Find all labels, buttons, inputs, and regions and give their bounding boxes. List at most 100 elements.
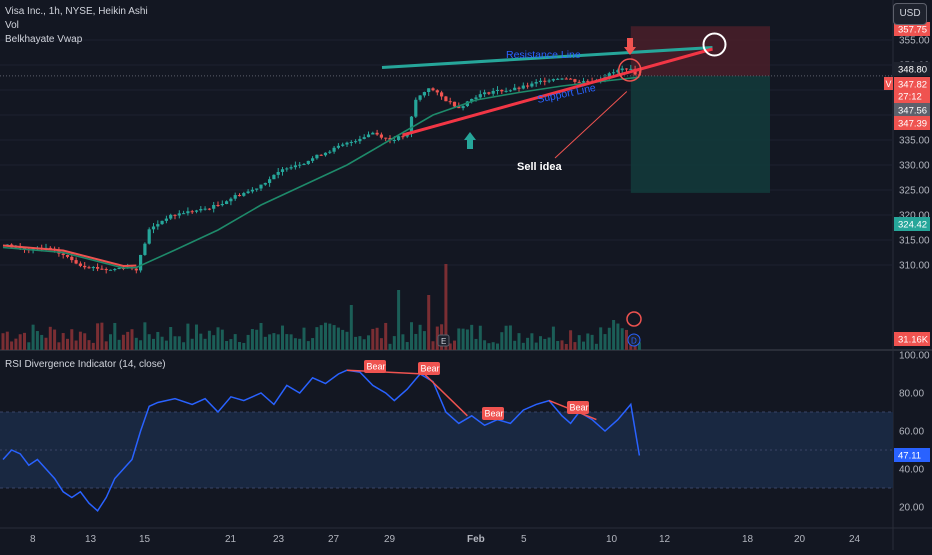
price-tick-label: 325.00 bbox=[899, 186, 930, 197]
candle-body bbox=[607, 73, 611, 78]
volume-bar bbox=[23, 332, 26, 350]
volume-bar bbox=[341, 329, 345, 350]
volume-bar bbox=[306, 341, 310, 350]
candle-body bbox=[237, 195, 242, 197]
candle-body bbox=[513, 87, 517, 91]
candle-body bbox=[259, 184, 263, 189]
candle-body bbox=[272, 174, 276, 180]
price-badge-vwap: 347.56 bbox=[898, 106, 927, 117]
rsi-tick-label: 40.00 bbox=[899, 465, 924, 476]
candle-body bbox=[212, 204, 216, 209]
candle-body bbox=[534, 82, 538, 84]
bear-tag-bg bbox=[418, 362, 440, 375]
volume-bar bbox=[255, 329, 259, 350]
volume-bar bbox=[336, 327, 340, 350]
volume-bar bbox=[435, 326, 439, 350]
candle-body bbox=[366, 134, 371, 138]
volume-bar bbox=[152, 338, 155, 350]
candle-body bbox=[139, 254, 143, 271]
volume-bar bbox=[530, 333, 534, 350]
time-tick-label: 21 bbox=[225, 534, 237, 545]
time-tick-label: 5 bbox=[521, 534, 527, 545]
volume-bar bbox=[319, 325, 323, 350]
volume-bar bbox=[551, 326, 555, 350]
candle-body bbox=[156, 224, 160, 227]
volume-bar bbox=[556, 340, 560, 350]
candle-body bbox=[495, 89, 500, 91]
volume-bar bbox=[410, 322, 413, 350]
vwap-legend[interactable]: Belkhayate Vwap bbox=[5, 34, 83, 45]
volume-bar bbox=[560, 340, 564, 350]
volume-bar bbox=[233, 334, 237, 350]
volume-bar bbox=[229, 339, 233, 350]
volume-bar bbox=[422, 331, 426, 350]
candle-body bbox=[186, 211, 190, 214]
candle-body bbox=[229, 198, 233, 202]
volume-bar bbox=[487, 343, 491, 350]
candle-body bbox=[491, 90, 495, 94]
candle-body bbox=[500, 89, 504, 92]
candle-body bbox=[203, 208, 207, 210]
candle-body bbox=[517, 87, 521, 89]
price-badge-top-bg bbox=[894, 22, 930, 36]
time-tick-label: 23 bbox=[273, 534, 285, 545]
candle-body bbox=[422, 92, 426, 96]
volume-bar bbox=[483, 340, 487, 350]
candle-body bbox=[242, 193, 246, 196]
candle-body bbox=[409, 116, 414, 134]
volume-bar bbox=[1, 333, 5, 350]
candle-body bbox=[483, 92, 487, 95]
volume-bar bbox=[276, 334, 280, 350]
candle-body bbox=[268, 179, 272, 183]
time-tick-label: Feb bbox=[467, 534, 485, 545]
resistance-label: Resistance Line bbox=[506, 49, 581, 61]
take-profit-zone bbox=[630, 75, 770, 193]
volume-bar bbox=[61, 333, 65, 350]
volume-bar bbox=[66, 338, 69, 350]
rsi-legend[interactable]: RSI Divergence Indicator (14, close) bbox=[5, 359, 166, 370]
price-badge-last-bg bbox=[894, 77, 930, 91]
volume-bar bbox=[474, 338, 478, 350]
volume-bar bbox=[590, 334, 594, 350]
candle-body bbox=[143, 243, 147, 255]
price-tick-label: 330.00 bbox=[899, 161, 930, 172]
volume-bar bbox=[91, 342, 95, 350]
volume-bar bbox=[242, 342, 246, 350]
volume-bar bbox=[238, 342, 241, 350]
sell-idea-arrow bbox=[554, 91, 628, 159]
volume-bar bbox=[526, 337, 530, 350]
candle-body bbox=[177, 213, 181, 216]
rsi-line bbox=[2, 369, 641, 512]
volume-legend[interactable]: Vol bbox=[5, 20, 19, 31]
volume-bar bbox=[121, 334, 125, 350]
down-arrow-icon-stem bbox=[627, 38, 633, 47]
candle-body bbox=[194, 210, 199, 212]
candle-body bbox=[160, 220, 164, 225]
split-marker-icon bbox=[626, 311, 642, 327]
candle-body bbox=[323, 152, 328, 156]
candle-body bbox=[504, 90, 508, 92]
candle-body bbox=[616, 70, 620, 73]
volume-bar bbox=[143, 322, 147, 350]
volume-bar bbox=[564, 343, 568, 350]
volume-bar bbox=[44, 337, 48, 350]
volume-bar bbox=[599, 327, 603, 350]
volume-bar bbox=[78, 331, 82, 350]
candle-body bbox=[414, 99, 418, 117]
rsi-tick-label: 100.00 bbox=[899, 351, 930, 362]
volume-bar bbox=[113, 322, 117, 350]
candle-body bbox=[547, 80, 551, 82]
volume-bar bbox=[431, 341, 435, 350]
candle-body bbox=[629, 68, 633, 70]
volume-bar bbox=[547, 337, 551, 350]
volume-bar bbox=[379, 338, 383, 350]
volume-bar bbox=[513, 340, 517, 350]
currency-button[interactable]: USD bbox=[893, 3, 927, 25]
volume-bar bbox=[117, 339, 121, 350]
volume-bar bbox=[212, 335, 216, 350]
volume-bar bbox=[358, 336, 362, 350]
candle-countdown: 27:12 bbox=[898, 92, 922, 103]
candle-body bbox=[521, 85, 525, 89]
